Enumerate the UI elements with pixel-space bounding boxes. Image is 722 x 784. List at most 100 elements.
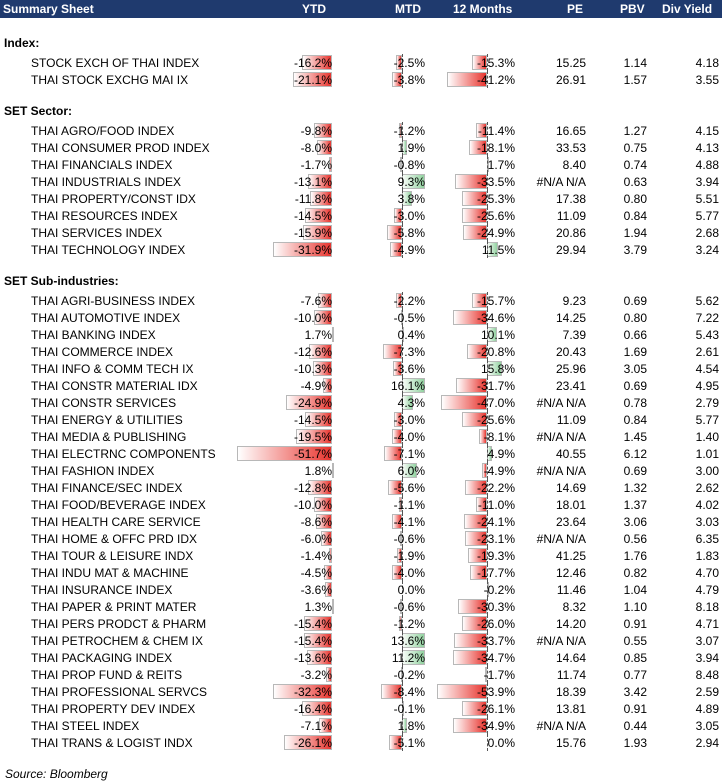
zero-axis (402, 428, 403, 445)
table-row: THAI ELECTRNC COMPONENTS -51.7% -7.1% 4.9% 4… (0, 445, 722, 462)
cell-mtd: -0.1% (360, 700, 425, 717)
value-m12: -25.6% (476, 413, 515, 427)
cell-ytd: -11.8% (237, 190, 332, 207)
data-bar-mtd (399, 497, 402, 512)
value-pe: #N/A N/A (536, 464, 586, 478)
cell-m12: -33.7% (437, 632, 515, 649)
value-m12: -53.9% (476, 685, 515, 699)
value-m12: -26.0% (476, 617, 515, 631)
value-m12: 4.9% (487, 447, 515, 461)
zero-axis (487, 122, 488, 139)
table-row: THAI STOCK EXCHG MAI IX -21.1% -3.8% -41.2%… (0, 71, 722, 88)
zero-axis (402, 632, 403, 649)
zero-axis (487, 479, 488, 496)
cell-mtd: -4.0% (360, 428, 425, 445)
cell-ytd: -14.5% (237, 207, 332, 224)
value-m12: -4.9% (483, 464, 515, 478)
zero-axis (402, 122, 403, 139)
value-pe: 11.09 (556, 209, 586, 223)
zero-axis (402, 598, 403, 615)
data-bar-m12 (453, 718, 487, 733)
value-div: 8.18 (695, 600, 719, 614)
cell-mtd: -0.6% (360, 530, 425, 547)
value-m12: -34.9% (476, 719, 515, 733)
data-bar-m12 (461, 701, 487, 716)
value-m12: -34.6% (476, 311, 515, 325)
index-name: THAI PROFESSIONAL SERVCS (31, 685, 208, 699)
value-pe: #N/A N/A (536, 175, 586, 189)
zero-axis (487, 207, 488, 224)
value-div: 5.62 (695, 294, 719, 308)
index-name: THAI RESOURCES INDEX (31, 209, 178, 223)
cell-mtd: 3.8% (360, 190, 425, 207)
value-div: 5.51 (695, 192, 719, 206)
value-m12: -8.1% (483, 430, 515, 444)
zero-axis (487, 326, 488, 343)
table-row: THAI AUTOMOTIVE INDEX -10.0% -0.5% -34.6% 14… (0, 309, 722, 326)
value-div: 5.77 (695, 209, 719, 223)
value-pbv: 0.77 (623, 668, 647, 682)
cell-ytd: 1.7% (237, 326, 334, 343)
zero-axis (402, 411, 403, 428)
cell-m12: -17.7% (437, 564, 515, 581)
value-ytd: -15.4% (293, 617, 332, 631)
data-bar-mtd (394, 412, 402, 427)
cell-mtd: -4.0% (360, 564, 425, 581)
cell-m12: -11.0% (437, 496, 515, 513)
value-div: 3.00 (695, 464, 719, 478)
data-bar-ytd (310, 191, 332, 206)
data-bar-ytd (303, 616, 332, 631)
cell-mtd: -1.2% (360, 122, 425, 139)
cell-m12: -25.6% (437, 207, 515, 224)
data-bar-mtd (398, 616, 402, 631)
value-ytd: -16.2% (293, 56, 332, 70)
value-pbv: 1.14 (623, 56, 647, 70)
data-bar-m12 (464, 531, 487, 546)
value-ytd: -26.1% (293, 736, 332, 750)
col-header-ytd: YTD (302, 2, 326, 16)
value-pe: #N/A N/A (536, 430, 586, 444)
data-bar-ytd (307, 174, 332, 189)
index-name: THAI TRANS & LOGIST INDX (31, 736, 193, 750)
data-bar-m12 (462, 225, 487, 240)
zero-axis (487, 445, 488, 462)
cell-mtd: -1.9% (360, 547, 425, 564)
value-ytd: -15.4% (293, 634, 332, 648)
data-bar-ytd (237, 446, 332, 461)
table-row: THAI TECHNOLOGY INDEX -31.9% -4.9% 11.5% 29.… (0, 241, 722, 258)
cell-ytd: -16.2% (237, 54, 332, 71)
cell-ytd: -4.9% (237, 377, 332, 394)
index-name: THAI CONSTR MATERIAL IDX (31, 379, 198, 393)
index-name: THAI PAPER & PRINT MATER (31, 600, 197, 614)
value-pbv: 0.44 (623, 719, 647, 733)
value-pbv: 3.06 (623, 515, 647, 529)
value-mtd: 9.3% (397, 175, 425, 189)
index-name: THAI TECHNOLOGY INDEX (31, 243, 186, 257)
index-name: THAI AGRO/FOOD INDEX (31, 124, 175, 138)
value-ytd: 1.7% (304, 328, 332, 342)
table-row: THAI SERVICES INDEX -15.9% -5.8% -24.9% 20.8… (0, 224, 722, 241)
value-m12: -0.2% (483, 583, 515, 597)
index-name: THAI INDU MAT & MACHINE (31, 566, 189, 580)
value-ytd: -13.1% (293, 175, 332, 189)
zero-axis (402, 241, 403, 258)
value-m12: -33.7% (476, 634, 515, 648)
zero-axis (402, 462, 403, 479)
cell-m12: -30.3% (437, 598, 515, 615)
cell-mtd: 0.0% (360, 581, 425, 598)
zero-axis (487, 513, 488, 530)
value-div: 3.94 (695, 651, 719, 665)
value-div: 3.05 (695, 719, 719, 733)
value-div: 1.01 (695, 447, 719, 461)
zero-axis (402, 394, 403, 411)
cell-mtd: -3.0% (360, 207, 425, 224)
value-mtd: -0.6% (393, 532, 425, 546)
value-pe: 14.69 (555, 481, 586, 495)
cell-m12: -25.6% (437, 411, 515, 428)
value-pbv: 0.85 (623, 651, 647, 665)
value-pe: 14.25 (555, 311, 586, 325)
value-mtd: -5.6% (393, 481, 425, 495)
data-bar-mtd (383, 344, 402, 359)
value-mtd: -4.1% (393, 515, 425, 529)
cell-ytd: -12.6% (237, 343, 332, 360)
